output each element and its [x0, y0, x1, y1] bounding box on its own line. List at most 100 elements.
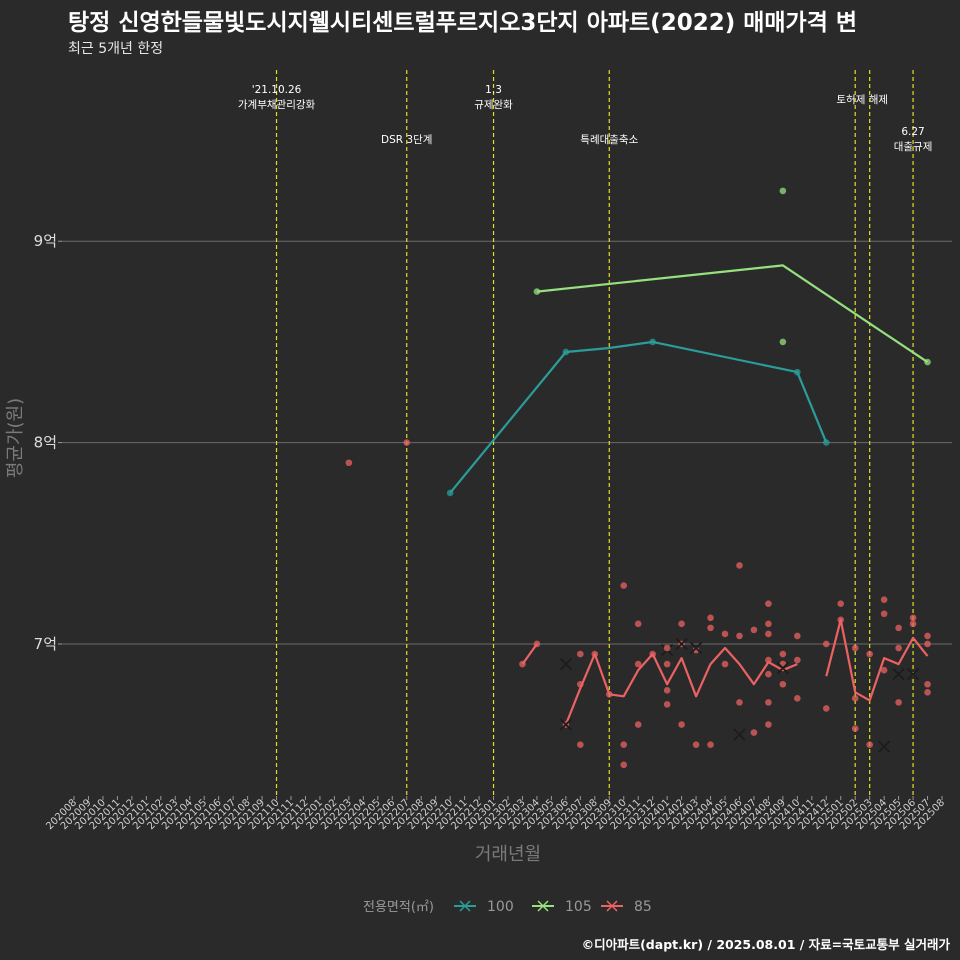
data-point [851, 695, 859, 702]
data-point [634, 620, 642, 628]
data-point [779, 338, 787, 346]
data-point [707, 741, 714, 748]
data-point [895, 644, 902, 652]
data-point [909, 620, 917, 628]
data-point [779, 650, 787, 658]
y-tick-label: 8억 [34, 434, 57, 452]
event-label: 토허제 해제 [836, 93, 888, 106]
data-point [765, 721, 772, 728]
data-point [909, 614, 917, 622]
cross-marker [559, 657, 573, 671]
data-point [721, 630, 729, 638]
data-point [736, 632, 743, 640]
data-point [750, 729, 758, 736]
grid-lines [62, 240, 952, 645]
cross-stroke [776, 662, 790, 675]
data-point [692, 646, 700, 654]
data-point [880, 610, 888, 618]
data-point [866, 650, 873, 658]
data-point [765, 630, 772, 638]
data-point [634, 721, 642, 728]
legend-cross [459, 900, 471, 912]
legend: 전용면적(㎡) 100 105 85 [363, 899, 652, 915]
data-point [663, 701, 671, 708]
series-100 [446, 338, 830, 657]
data-point [924, 632, 931, 640]
legend-label: 100 [487, 899, 514, 915]
data-point [822, 640, 830, 648]
cross-stroke [559, 718, 573, 731]
y-tick-label: 9억 [34, 232, 57, 250]
data-marks [345, 187, 931, 769]
data-point [663, 686, 671, 694]
legend-item-85: 85 [601, 899, 652, 915]
data-point [895, 624, 902, 632]
data-point [794, 632, 801, 640]
event-label: 가계부채관리강화 [238, 99, 316, 111]
cross-stroke [877, 740, 891, 753]
data-point [620, 741, 628, 748]
data-point [707, 624, 714, 632]
event-label: 1.3 [485, 84, 502, 96]
data-point [765, 670, 772, 678]
series-line [449, 340, 828, 494]
cross-marker [689, 641, 703, 655]
data-point [620, 582, 628, 589]
data-point [678, 620, 685, 628]
legend-item-105: 105 [532, 899, 592, 915]
data-point [736, 699, 743, 706]
data-point [634, 660, 642, 668]
cross-stroke [689, 641, 703, 655]
data-point [924, 680, 931, 688]
cross-marker [733, 728, 746, 741]
data-point [765, 600, 772, 607]
data-point [721, 660, 729, 668]
data-point [837, 600, 845, 607]
data-point [880, 596, 888, 603]
event-label: 대출규제 [894, 141, 933, 153]
data-point [736, 562, 743, 569]
data-point [765, 699, 772, 706]
cross-stroke [733, 728, 746, 741]
cross-marker [906, 668, 920, 681]
y-tick-label: 7억 [34, 635, 57, 653]
cross-marker [877, 740, 891, 753]
x-axis-title: 거래년월 [475, 844, 541, 865]
legend-title: 전용면적(㎡) [363, 900, 434, 915]
data-point [779, 680, 787, 688]
data-point [794, 695, 801, 702]
series-105 [533, 187, 931, 366]
chart-title: 탕정 신영한들물빛도시지웰시티센트럴푸르지오3단지 아파트(2022) 매매가격… [68, 10, 858, 36]
data-point [678, 721, 685, 728]
cross-stroke [906, 668, 920, 681]
data-point [577, 650, 584, 658]
data-point [765, 620, 772, 628]
data-point [779, 187, 787, 195]
data-point [707, 614, 714, 622]
series-line [825, 618, 929, 702]
event-label: 특례대출축소 [580, 134, 638, 146]
event-label: '21.10.26 [252, 84, 302, 96]
cross-stroke [675, 637, 688, 651]
data-point [577, 741, 584, 748]
data-point [794, 656, 801, 664]
data-point [880, 666, 888, 674]
data-point [866, 741, 873, 748]
data-point [663, 644, 671, 652]
legend-cross [606, 900, 618, 912]
data-point [851, 644, 859, 652]
data-point [403, 439, 411, 446]
x-axis: 2020082020092020102020112020122021012021… [44, 796, 947, 832]
source-caption: ©디아파트(dapt.kr) / 2025.08.01 / 자료=국토교통부 실… [581, 937, 950, 952]
cross-stroke [559, 657, 573, 671]
chart-subtitle: 최근 5개년 한정 [68, 41, 164, 57]
data-point [750, 626, 758, 634]
event-label: 6.27 [901, 126, 924, 138]
data-point [895, 699, 902, 706]
data-point [692, 741, 700, 748]
data-point [851, 725, 859, 732]
data-point [822, 705, 830, 712]
legend-item-100: 100 [454, 899, 514, 915]
